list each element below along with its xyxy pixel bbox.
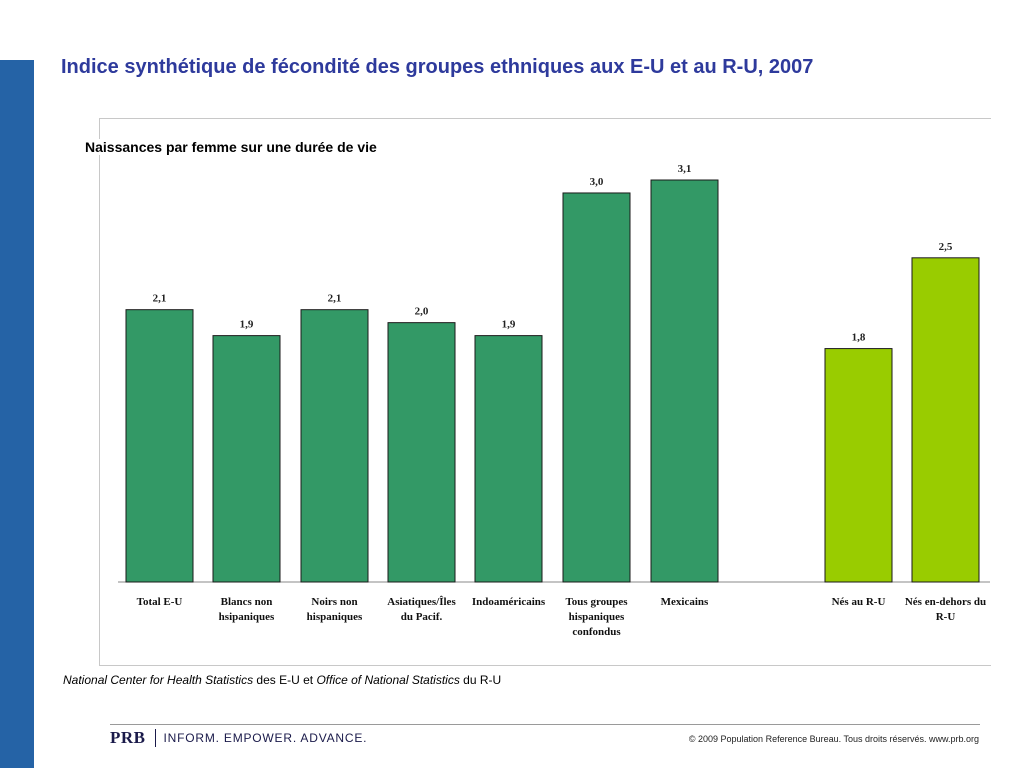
category-label-0-0: Total E-U	[137, 596, 183, 608]
category-label-4-0: Indoaméricains	[472, 596, 546, 608]
chart-frame	[99, 118, 991, 666]
bar-3	[387, 322, 456, 583]
source-connector-2: du R-U	[459, 673, 502, 687]
value-label-8: 2,5	[939, 241, 953, 253]
slide-title: Indice synthétique de fécondité des grou…	[61, 56, 814, 78]
category-label-5-1: hispaniques	[569, 611, 625, 623]
source-note: National Center for Health Statistics de…	[63, 673, 501, 687]
category-label-6-0: Mexicains	[661, 596, 709, 608]
bar-5	[562, 192, 631, 583]
bar-4	[474, 335, 543, 583]
category-label-3-1: du Pacif.	[401, 611, 443, 623]
source-nchs: National Center for Health Statistics	[63, 673, 254, 687]
bar-0	[125, 309, 194, 583]
bar-1	[212, 335, 281, 583]
value-label-2: 2,1	[328, 293, 342, 305]
value-label-1: 1,9	[240, 319, 254, 331]
value-label-0: 2,1	[153, 293, 167, 305]
value-label-3: 2,0	[415, 306, 429, 318]
category-label-5-0: Tous groupes	[565, 596, 628, 608]
chart-subtitle: Naissances par femme sur une durée de vi…	[85, 139, 377, 155]
category-label-5-2: confondus	[572, 626, 621, 638]
category-label-8-0: Nés en-dehors du	[905, 596, 986, 608]
bar-8	[911, 257, 980, 583]
copyright-notice: © 2009 Population Reference Bureau. Tous…	[688, 734, 979, 744]
category-label-1-0: Blancs non	[221, 596, 273, 608]
footer-brand: PRB INFORM. EMPOWER. ADVANCE.	[110, 728, 367, 748]
footer-divider	[110, 724, 980, 725]
prb-logo: PRB	[110, 728, 146, 747]
brand-motto: INFORM. EMPOWER. ADVANCE.	[163, 731, 368, 745]
brand-separator	[154, 729, 156, 747]
category-label-3-0: Asiatiques/Îles	[387, 596, 456, 608]
value-label-6: 3,1	[678, 163, 692, 175]
value-label-5: 3,0	[590, 176, 604, 188]
category-label-1-1: hsipaniques	[219, 611, 275, 623]
category-label-2-1: hispaniques	[307, 611, 363, 623]
category-label-8-1: R-U	[936, 611, 956, 623]
category-label-2-0: Noirs non	[311, 596, 357, 608]
value-label-4: 1,9	[502, 319, 516, 331]
bar-6	[650, 179, 719, 583]
source-connector-1: des E-U et	[253, 673, 317, 687]
bar-7	[824, 348, 893, 583]
value-label-7: 1,8	[852, 332, 866, 344]
category-label-7-0: Nés au R-U	[832, 596, 886, 608]
left-accent-bar	[0, 60, 34, 768]
source-ons: Office of National Statistics	[316, 673, 460, 687]
bar-2	[300, 309, 369, 583]
